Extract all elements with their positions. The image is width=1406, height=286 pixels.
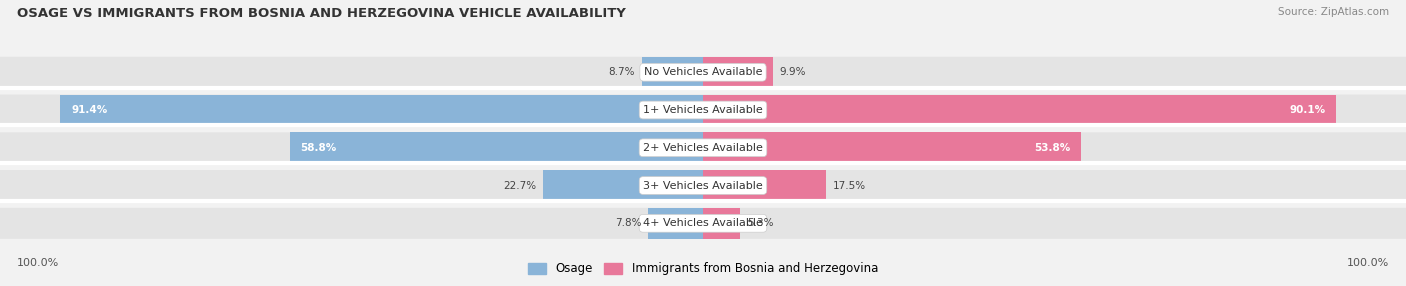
Text: 8.7%: 8.7% (609, 67, 636, 77)
Text: 2+ Vehicles Available: 2+ Vehicles Available (643, 143, 763, 153)
FancyBboxPatch shape (0, 132, 1406, 163)
Text: OSAGE VS IMMIGRANTS FROM BOSNIA AND HERZEGOVINA VEHICLE AVAILABILITY: OSAGE VS IMMIGRANTS FROM BOSNIA AND HERZ… (17, 7, 626, 20)
Text: 100.0%: 100.0% (1347, 258, 1389, 268)
Text: 58.8%: 58.8% (301, 143, 336, 153)
FancyBboxPatch shape (0, 57, 1406, 88)
Text: 91.4%: 91.4% (70, 105, 107, 115)
Text: 17.5%: 17.5% (832, 180, 866, 190)
Text: No Vehicles Available: No Vehicles Available (644, 67, 762, 77)
Text: 1+ Vehicles Available: 1+ Vehicles Available (643, 105, 763, 115)
Bar (703, 57, 773, 88)
Text: 5.3%: 5.3% (748, 218, 773, 228)
FancyBboxPatch shape (0, 208, 1406, 239)
Text: 90.1%: 90.1% (1289, 105, 1326, 115)
Text: 53.8%: 53.8% (1035, 143, 1071, 153)
Text: 3+ Vehicles Available: 3+ Vehicles Available (643, 180, 763, 190)
Bar (703, 170, 827, 201)
Legend: Osage, Immigrants from Bosnia and Herzegovina: Osage, Immigrants from Bosnia and Herzeg… (523, 258, 883, 280)
Text: Source: ZipAtlas.com: Source: ZipAtlas.com (1278, 7, 1389, 17)
Text: 9.9%: 9.9% (779, 67, 806, 77)
Bar (648, 208, 703, 239)
FancyBboxPatch shape (0, 170, 1406, 201)
Text: 7.8%: 7.8% (614, 218, 641, 228)
Bar (703, 95, 1336, 126)
Bar (290, 132, 703, 163)
Bar (543, 170, 703, 201)
Bar (643, 57, 703, 88)
Bar (60, 95, 703, 126)
Text: 4+ Vehicles Available: 4+ Vehicles Available (643, 218, 763, 228)
Bar (703, 208, 741, 239)
Bar (703, 132, 1081, 163)
Text: 100.0%: 100.0% (17, 258, 59, 268)
Text: 22.7%: 22.7% (503, 180, 537, 190)
FancyBboxPatch shape (0, 95, 1406, 126)
